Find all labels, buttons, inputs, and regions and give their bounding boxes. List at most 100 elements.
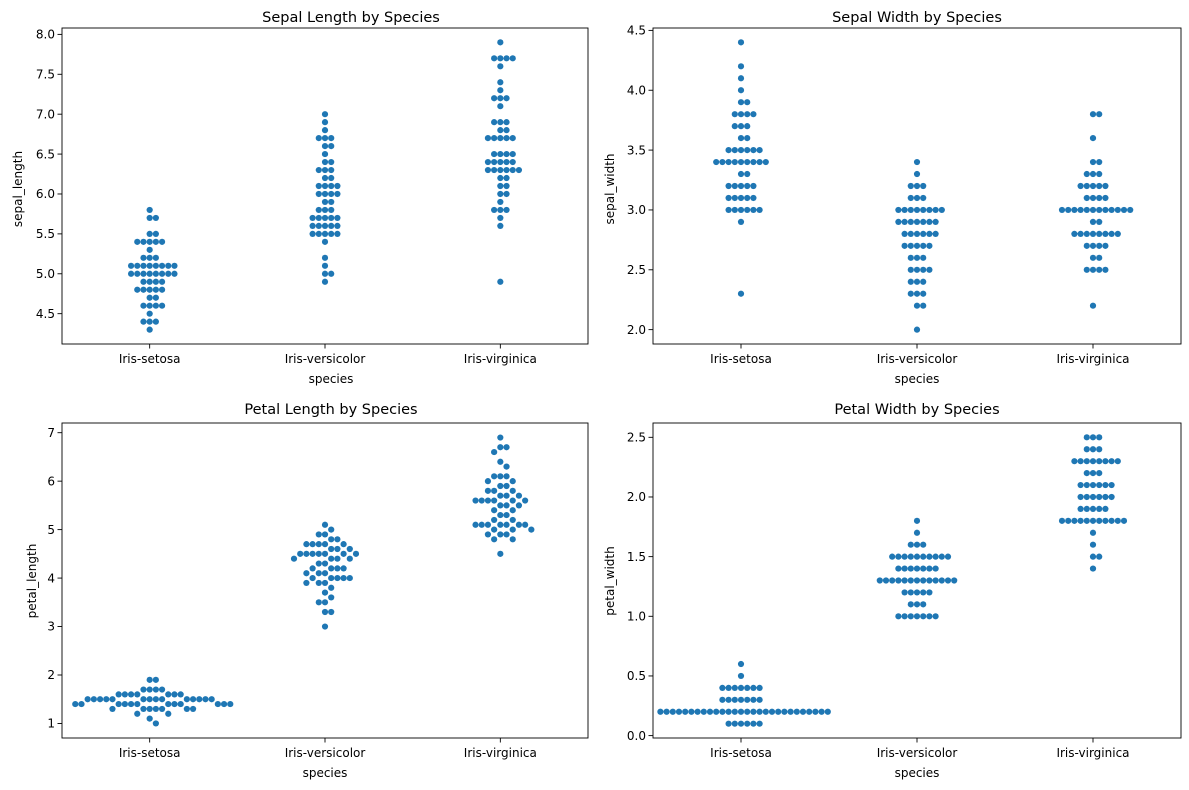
data-point <box>484 478 492 485</box>
data-point <box>183 696 190 703</box>
data-point <box>503 206 510 214</box>
data-point <box>895 206 902 214</box>
data-point <box>334 555 341 562</box>
y-tick-label: 1 <box>47 717 55 731</box>
data-point <box>719 684 726 691</box>
data-point <box>146 230 153 237</box>
chart-panel-petal-length: Petal Length by Species species petal_le… <box>25 402 589 780</box>
data-point <box>907 230 914 237</box>
data-point <box>497 103 504 110</box>
data-point <box>140 254 147 261</box>
data-point <box>913 565 921 572</box>
data-point <box>497 482 504 490</box>
data-point <box>491 516 498 524</box>
y-tick-label: 1.0 <box>627 609 646 623</box>
data-point <box>1114 517 1121 524</box>
x-tick-label: Iris-virginica <box>464 352 537 366</box>
data-point <box>321 111 329 118</box>
data-point <box>938 206 945 214</box>
data-point <box>478 521 485 528</box>
data-point <box>750 696 757 703</box>
data-point <box>321 190 329 198</box>
data-point <box>515 492 523 499</box>
data-point <box>756 696 763 703</box>
data-point <box>920 206 927 214</box>
data-point <box>901 206 908 214</box>
data-point <box>1102 266 1109 273</box>
data-point <box>152 254 159 261</box>
data-point <box>146 262 153 269</box>
data-point <box>297 550 304 557</box>
data-point <box>509 516 516 524</box>
data-point <box>907 206 914 214</box>
data-point <box>913 613 921 620</box>
data-point <box>750 158 757 166</box>
data-point <box>152 705 159 713</box>
data-point <box>926 565 933 572</box>
data-point <box>913 158 921 166</box>
data-point <box>152 214 159 222</box>
data-point <box>134 700 141 708</box>
data-point <box>1077 505 1084 513</box>
data-point <box>907 254 914 261</box>
data-point <box>140 318 147 325</box>
data-point <box>321 206 329 214</box>
data-point <box>926 218 933 226</box>
data-point <box>522 521 529 528</box>
data-point <box>1102 481 1109 489</box>
data-point <box>321 608 329 616</box>
x-axis-ticks: Iris-setosa Iris-versicolor Iris-virginica <box>119 738 537 760</box>
data-point <box>926 266 933 273</box>
data-point <box>146 326 153 333</box>
y-tick-label: 7.0 <box>36 107 55 121</box>
data-point <box>932 206 939 214</box>
data-point <box>1108 230 1115 237</box>
x-tick-label: Iris-versicolor <box>877 352 958 366</box>
x-axis-ticks: Iris-setosa Iris-versicolor Iris-virginica <box>119 344 537 366</box>
data-point <box>768 708 776 715</box>
data-point <box>737 87 745 94</box>
data-point <box>920 553 927 560</box>
data-point <box>340 565 347 572</box>
data-point <box>1083 505 1090 513</box>
data-point <box>824 708 831 715</box>
data-point <box>189 705 197 713</box>
data-point <box>725 146 732 154</box>
data-point <box>1065 206 1072 214</box>
data-point <box>140 238 147 245</box>
data-point <box>127 691 135 698</box>
data-point <box>491 536 498 543</box>
data-point <box>744 111 751 118</box>
data-point <box>806 708 813 715</box>
data-point <box>315 182 322 190</box>
data-point <box>340 541 347 548</box>
data-point <box>737 135 745 142</box>
data-point <box>1083 446 1090 453</box>
data-point <box>484 521 492 528</box>
data-point <box>889 553 896 560</box>
data-point <box>146 676 153 683</box>
data-point <box>177 700 184 708</box>
data-point <box>744 182 751 190</box>
data-point <box>140 278 147 285</box>
data-point <box>503 521 510 528</box>
data-point <box>1089 230 1097 237</box>
data-point <box>497 135 504 142</box>
data-point <box>750 720 757 727</box>
data-point <box>134 710 141 717</box>
data-point <box>152 238 159 245</box>
data-point <box>491 473 498 480</box>
swarm-points <box>713 39 1134 333</box>
data-point <box>737 75 745 82</box>
data-point <box>497 174 504 182</box>
data-point <box>484 487 492 494</box>
data-point <box>103 696 110 703</box>
data-point <box>497 79 504 86</box>
data-point <box>793 708 800 715</box>
data-point <box>731 684 738 691</box>
data-point <box>115 691 122 698</box>
data-point <box>799 708 807 715</box>
data-point <box>491 448 498 456</box>
data-point <box>737 170 745 178</box>
data-point <box>932 613 939 620</box>
